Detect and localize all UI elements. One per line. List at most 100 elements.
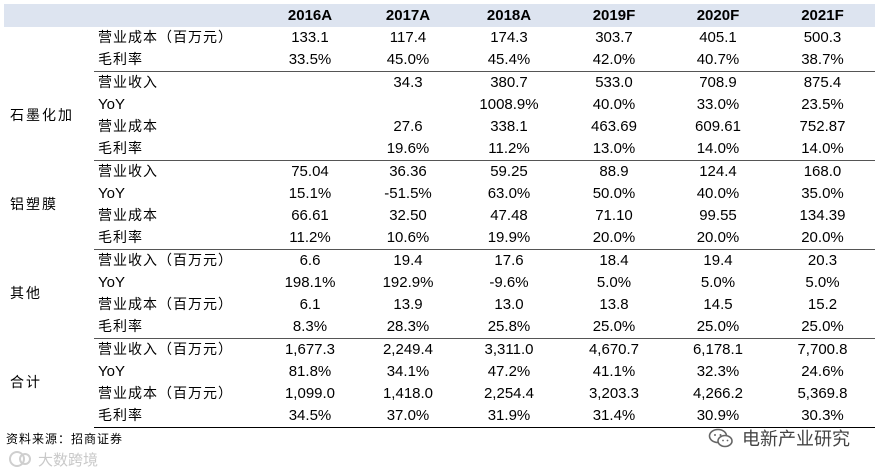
table-row: 营业成本（百万元） 133.1 117.4 174.3 303.7 405.1 500.3 <box>4 27 875 49</box>
segment-label <box>4 27 94 72</box>
value-cell: 50.0% <box>592 185 636 202</box>
value-cell: 2,249.4 <box>382 341 434 358</box>
watermark-left: 大数跨境 <box>8 448 98 470</box>
metric-label: 营业成本（百万元） <box>98 386 233 402</box>
value-cell: 34.1% <box>386 363 430 380</box>
value-cell: 2,254.4 <box>483 385 535 402</box>
metric-label: 营业收入（百万元） <box>98 342 233 358</box>
value-cell: 533.0 <box>595 74 633 91</box>
value-cell: 405.1 <box>699 29 737 46</box>
value-cell: 174.3 <box>490 29 528 46</box>
value-cell: 5.0% <box>596 274 632 291</box>
table-row: 营业成本 27.6 338.1 463.69 609.61 752.87 <box>4 116 875 138</box>
value-cell: 1,099.0 <box>284 385 336 402</box>
value-cell: 5.0% <box>805 274 840 291</box>
value-cell: 71.10 <box>595 207 633 224</box>
header-row: 2016A 2017A 2018A 2019F 2020F 2021F <box>4 4 875 27</box>
value-cell: 20.0% <box>562 227 666 250</box>
table-row: 其他 营业收入（百万元） 6.6 19.4 17.6 18.4 19.4 20.3 <box>4 250 875 302</box>
value-cell: 24.6% <box>801 363 844 380</box>
value-cell: 13.0% <box>562 138 666 161</box>
value-cell: 30.9% <box>666 405 770 428</box>
value-cell: 6.6 <box>299 252 321 269</box>
value-cell: 1,418.0 <box>382 385 434 402</box>
value-cell: 134.39 <box>799 207 846 224</box>
value-cell: 25.0% <box>666 316 770 339</box>
metric-label: 毛利率 <box>94 316 260 339</box>
value-cell: 47.48 <box>490 207 528 224</box>
value-cell: 14.0% <box>770 138 875 161</box>
value-cell: 19.4 <box>393 252 423 269</box>
value-cell: 463.69 <box>591 118 637 135</box>
value-cell: 18.4 <box>599 252 629 269</box>
value-cell: 47.2% <box>487 363 531 380</box>
value-cell: 32.50 <box>389 207 427 224</box>
value-cell: 15.1% <box>288 185 332 202</box>
value-cell: 1008.9% <box>479 96 539 113</box>
value-cell: 6,178.1 <box>692 341 744 358</box>
table-row: YoY 81.8% 34.1% 47.2% 41.1% 32.3% 24.6% <box>4 361 875 383</box>
value-cell: 13.8 <box>599 296 629 313</box>
value-cell: 33.0% <box>696 96 740 113</box>
value-cell: 8.3% <box>260 316 360 339</box>
value-cell: 1,677.3 <box>284 341 336 358</box>
value-cell: 338.1 <box>490 118 528 135</box>
table-row: 铝塑膜 营业收入 75.04 36.36 59.25 88.9 124.4 168.0 <box>4 161 875 213</box>
value-cell: 500.3 <box>803 29 842 46</box>
value-cell: 45.0% <box>360 49 456 72</box>
value-cell: 133.1 <box>291 29 329 46</box>
value-cell: 81.8% <box>288 363 332 380</box>
value-cell: 192.9% <box>382 274 434 291</box>
value-cell: 4,670.7 <box>588 341 640 358</box>
value-cell: 59.25 <box>490 163 528 180</box>
segment-label: 铝塑膜 <box>10 197 58 213</box>
value-cell: 13.0 <box>494 296 524 313</box>
value-cell: -9.6% <box>489 274 529 291</box>
table-row: 毛利率 33.5% 45.0% 45.4% 42.0% 40.7% 38.7% <box>4 49 875 72</box>
value-cell <box>360 94 456 116</box>
value-cell: 20.3 <box>807 252 838 269</box>
header-blank-metric <box>94 4 260 27</box>
value-cell: 40.0% <box>696 185 740 202</box>
value-cell: 875.4 <box>803 74 842 91</box>
header-blank-segment <box>4 4 94 27</box>
value-cell: 14.0% <box>666 138 770 161</box>
header-year: 2018A <box>456 4 562 27</box>
value-cell: 42.0% <box>562 49 666 72</box>
value-cell: 168.0 <box>803 163 842 180</box>
metric-label: 营业收入 <box>98 164 158 180</box>
value-cell: 609.61 <box>695 118 741 135</box>
value-cell: 20.0% <box>666 227 770 250</box>
metric-label: YoY <box>98 363 125 380</box>
watermark-left-text: 大数跨境 <box>38 450 99 469</box>
table-body: 营业成本（百万元） 133.1 117.4 174.3 303.7 405.1 500.3 毛… <box>4 27 875 428</box>
value-cell: 708.9 <box>699 74 737 91</box>
metric-label: 毛利率 <box>94 49 260 72</box>
value-cell: 30.3% <box>770 405 875 428</box>
value-cell: 11.2% <box>260 227 360 250</box>
value-cell: 31.4% <box>562 405 666 428</box>
value-cell: 31.9% <box>456 405 562 428</box>
value-cell <box>260 72 360 95</box>
value-cell: 40.7% <box>666 49 770 72</box>
value-cell: 28.3% <box>360 316 456 339</box>
table-row: 营业成本 66.61 32.50 47.48 71.10 99.55 134.39 <box>4 205 875 227</box>
metric-label: YoY <box>98 274 125 291</box>
value-cell <box>260 94 360 116</box>
table-row: YoY 1008.9% 40.0% 33.0% 23.5% <box>4 94 875 116</box>
value-cell: 3,311.0 <box>484 341 534 358</box>
value-cell: 32.3% <box>696 363 740 380</box>
financial-table: 2016A 2017A 2018A 2019F 2020F 2021F 营业成本… <box>4 4 875 428</box>
header-year: 2016A <box>260 4 360 27</box>
table-row: 毛利率 8.3% 28.3% 25.8% 25.0% 25.0% 25.0% <box>4 316 875 339</box>
value-cell: 23.5% <box>801 96 844 113</box>
watermark-right-text: 电新产业研究 <box>742 429 850 450</box>
value-cell: 66.61 <box>291 207 329 224</box>
value-cell: 37.0% <box>360 405 456 428</box>
metric-label: YoY <box>98 185 125 202</box>
metric-label: 营业成本 <box>98 208 158 224</box>
value-cell: 19.4 <box>703 252 733 269</box>
value-cell: 10.6% <box>360 227 456 250</box>
value-cell: 5.0% <box>700 274 736 291</box>
value-cell: 19.6% <box>360 138 456 161</box>
